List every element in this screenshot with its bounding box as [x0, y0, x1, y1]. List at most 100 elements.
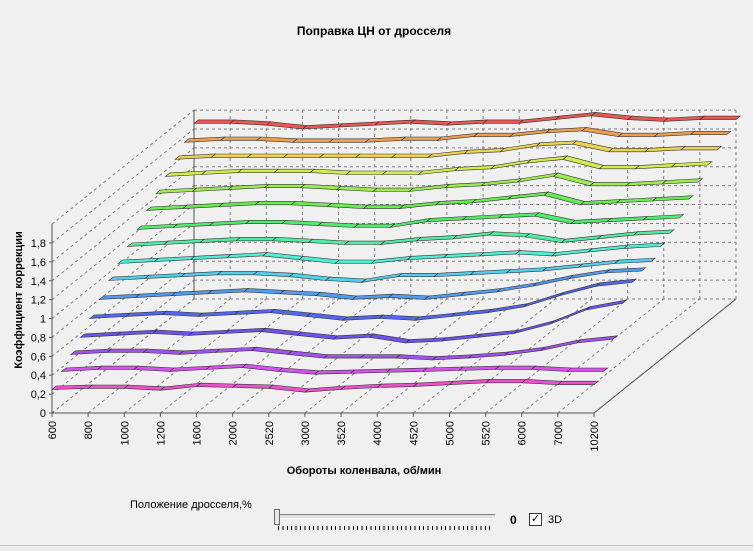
surface-patch: [288, 272, 331, 281]
surface: [51, 111, 742, 393]
surface-patch: [142, 348, 185, 355]
surface-patch: [159, 382, 202, 391]
surface-patch: [279, 290, 322, 297]
surface-patch: [470, 195, 514, 204]
surface-patch: [434, 199, 478, 206]
surface-patch: [292, 138, 335, 143]
surface-patch: [263, 184, 306, 188]
surface-patch: [486, 303, 529, 314]
surface-patch: [662, 115, 705, 122]
surface-patch: [354, 153, 397, 158]
surface-patch: [480, 178, 523, 187]
surface-patch: [309, 168, 352, 175]
side-grid-line: [51, 147, 195, 263]
surface-patch: [200, 168, 244, 175]
surface-patch: [604, 267, 647, 274]
surface-patch: [199, 236, 242, 243]
surface-patch: [586, 299, 627, 311]
x-tick-label: 800: [83, 421, 95, 439]
surface-patch: [223, 327, 267, 334]
surface-patch: [495, 282, 539, 293]
surface-patch: [334, 259, 377, 264]
y-tick-label: 1,8: [31, 238, 46, 250]
x-axis-label: Обороты коленвала, об/мин: [287, 465, 442, 477]
y-tick-label: 0,4: [31, 370, 46, 382]
surface-row-13: [174, 140, 723, 160]
surface-patch: [425, 216, 468, 223]
floor-grid-line: [485, 298, 628, 414]
surface-patch: [543, 191, 586, 206]
surface-patch: [508, 128, 552, 138]
surface-patch: [189, 254, 232, 261]
floor-grid-line: [87, 298, 231, 414]
x-tick-label: 5000: [444, 421, 456, 445]
surface-row-4: [88, 278, 638, 321]
side-grid-line: [51, 166, 195, 282]
surface-patch: [244, 220, 287, 224]
surface-row-12: [164, 155, 713, 177]
surface-row-9: [136, 212, 685, 230]
surface-patch: [571, 140, 614, 153]
floor-grid-line: [196, 298, 339, 414]
surface-row-5: [98, 267, 647, 300]
surface-patch: [436, 132, 479, 141]
surface-patch: [216, 271, 259, 276]
surface-patch: [305, 312, 348, 321]
surface-patch: [518, 115, 561, 124]
3d-checkbox-label: 3D: [548, 514, 563, 526]
surface-patch: [181, 202, 225, 209]
surface-patch: [271, 236, 314, 243]
surface-patch: [552, 172, 595, 187]
surface-patch: [225, 252, 269, 259]
surface-patch: [210, 153, 253, 158]
surface-patch: [277, 367, 320, 375]
surface-patch: [397, 272, 440, 278]
x-tick-label: 10200: [589, 421, 601, 452]
side-grid-line: [51, 241, 195, 357]
surface-patch: [560, 234, 603, 244]
surface-patch: [136, 223, 179, 230]
surface-patch: [554, 111, 597, 121]
surface-patch: [335, 185, 379, 192]
surface-patch: [391, 153, 434, 158]
surface-patch: [134, 291, 177, 298]
surface-row-8: [126, 229, 675, 247]
surface-row-7: [117, 242, 666, 264]
surface-patch: [524, 233, 567, 243]
surface-patch: [328, 138, 371, 143]
surface-patch: [450, 308, 493, 317]
surface-patch: [516, 172, 559, 183]
side-grid-line: [51, 279, 195, 395]
surface-patch: [170, 290, 213, 297]
surface-patch: [231, 383, 274, 389]
surface-patch: [162, 238, 206, 245]
surface-patch: [341, 314, 385, 321]
x-tick-labels: 600 800 1000 1200 1600 2000 2520 3000 3520 4000 45…: [47, 413, 601, 452]
surface-patch: [217, 201, 261, 208]
control-panel: Положение дросселя,% 0 ✓ 3D: [0, 495, 753, 550]
surface-row-0: [51, 379, 600, 393]
surface-patch: [484, 379, 527, 384]
surface-patch: [151, 329, 194, 336]
surface-patch: [427, 149, 470, 158]
surface-patch: [132, 365, 175, 372]
side-grid-line: [51, 109, 195, 225]
surface-patch: [680, 146, 723, 151]
throttle-slider-thumb[interactable]: [274, 509, 280, 525]
surface-patch: [505, 267, 548, 274]
surface-patch: [398, 200, 441, 210]
surface-patch: [575, 335, 619, 344]
surface-patch: [243, 288, 286, 295]
surface-patch: [448, 379, 491, 386]
surface-patch: [313, 369, 356, 375]
surface-patch: [79, 331, 122, 338]
throttle-slider-track[interactable]: [276, 514, 496, 519]
3d-checkbox[interactable]: ✓: [529, 513, 542, 526]
surface-patch: [605, 216, 649, 223]
surface-row-15: [193, 111, 742, 130]
surface-patch: [588, 182, 631, 187]
surface-patch: [282, 153, 325, 158]
surface-patch: [670, 161, 713, 168]
surface-patch: [535, 140, 578, 147]
surface-patch: [87, 384, 130, 389]
